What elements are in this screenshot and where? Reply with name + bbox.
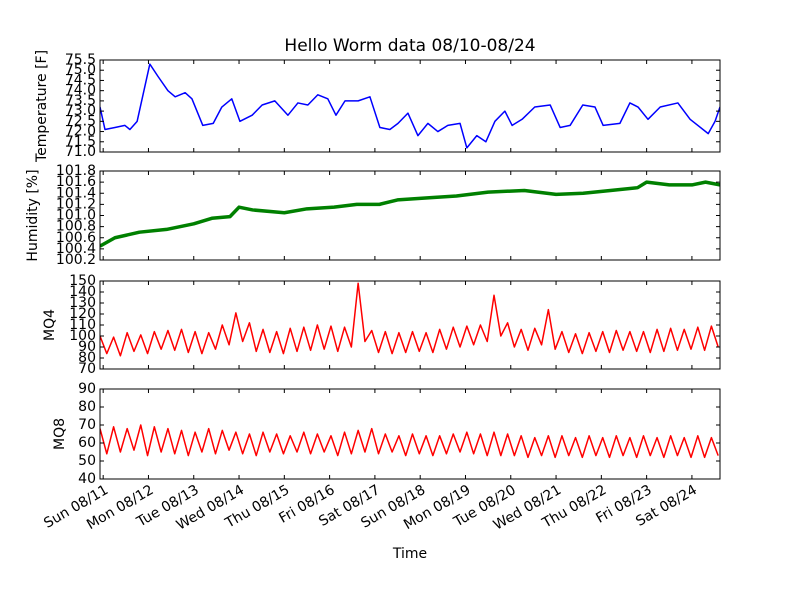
y-tick-label: 110 — [69, 317, 96, 333]
y-tick-label: 75.5 — [65, 52, 96, 68]
y-tick-label: 70 — [78, 361, 96, 377]
y-tick-label: 120 — [69, 306, 96, 322]
y-tick-label: 80 — [78, 350, 96, 366]
y-tick-label: 130 — [69, 295, 96, 311]
axes-frame — [99, 388, 721, 480]
y-axis-label: MQ4 — [42, 309, 58, 341]
y-tick-label: 100.6 — [56, 230, 96, 246]
chart-title: Hello Worm data 08/10-08/24 — [284, 36, 535, 56]
y-tick-label: 90 — [78, 381, 96, 397]
y-tick-label: 150 — [69, 273, 96, 289]
y-tick-label: 100.4 — [56, 241, 96, 257]
y-tick-label: 100.8 — [56, 219, 96, 235]
y-tick-label: 72.0 — [65, 124, 96, 140]
y-tick-label: 73.5 — [65, 93, 96, 109]
y-tick-label: 80 — [78, 399, 96, 415]
y-tick-label: 60 — [78, 435, 96, 451]
plot-area — [100, 282, 719, 357]
y-tick-label: 70 — [78, 417, 96, 433]
y-tick-label: 40 — [78, 471, 96, 487]
y-tick-label: 140 — [69, 284, 96, 300]
x-axis-label: Time — [392, 546, 427, 562]
data-line — [100, 424, 719, 459]
y-tick-label: 90 — [78, 339, 96, 355]
y-tick-label: 71.0 — [65, 144, 96, 160]
y-tick-label: 72.5 — [65, 113, 96, 129]
y-tick-label: 71.5 — [65, 134, 96, 150]
plot-area — [100, 180, 720, 248]
y-tick-label: 73.0 — [65, 103, 96, 119]
data-line — [100, 282, 719, 357]
plot-area — [100, 424, 719, 459]
y-tick-label: 101.4 — [56, 185, 96, 201]
y-tick-label: 74.5 — [65, 72, 96, 88]
y-axis-label: Humidity [%] — [25, 169, 41, 261]
y-tick-label: 101.2 — [56, 196, 96, 212]
y-tick-label: 100.2 — [56, 252, 96, 268]
y-axis-label: Temperature [F] — [34, 50, 50, 163]
y-tick-label: 50 — [78, 453, 96, 469]
data-line — [100, 180, 720, 248]
y-tick-label: 75.0 — [65, 62, 96, 78]
axes-frame — [99, 59, 721, 153]
y-axis-label: MQ8 — [52, 418, 68, 450]
y-tick-label: 101.0 — [56, 208, 96, 224]
plot-area — [100, 63, 720, 149]
y-tick-label: 100 — [69, 328, 96, 344]
data-line — [100, 63, 720, 149]
y-tick-label: 101.8 — [56, 163, 96, 179]
y-tick-label: 101.6 — [56, 174, 96, 190]
y-tick-label: 74.0 — [65, 83, 96, 99]
